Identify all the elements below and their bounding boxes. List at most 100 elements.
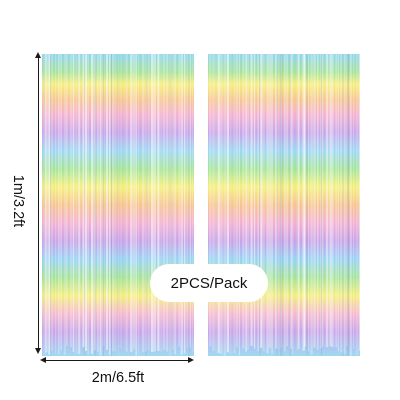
fringe-strand — [181, 54, 184, 355]
fringe-strand — [247, 54, 249, 350]
fringe-strand — [112, 54, 113, 351]
fringe-strand — [233, 54, 235, 353]
fringe-strand — [254, 54, 255, 349]
fringe-strand — [45, 54, 47, 352]
fringe-strand — [350, 54, 352, 356]
fringe-strand — [190, 54, 191, 348]
fringe-strand — [317, 54, 318, 350]
fringe-strand — [97, 54, 98, 352]
fringe-strand — [278, 54, 279, 350]
fringe-strand — [331, 54, 334, 347]
fringe-strand — [340, 54, 342, 352]
fringe-strand — [154, 54, 156, 352]
curtain-left — [42, 54, 194, 356]
curtain-right — [208, 54, 360, 356]
fringe-shadow — [321, 54, 322, 356]
fringe-shadow — [103, 54, 104, 356]
fringe-strand — [106, 54, 108, 350]
fringe-strand — [245, 54, 247, 352]
fringe-strand — [87, 54, 88, 354]
fringe-shadow — [146, 54, 147, 356]
fringe-strand — [310, 54, 312, 354]
fringe-strand — [70, 54, 72, 347]
fringe-shadow — [281, 54, 282, 356]
arrow-left-icon — [40, 357, 46, 363]
fringe-shadow — [259, 54, 260, 356]
width-label: 2m/6.5ft — [92, 370, 144, 386]
fringe-strand — [353, 54, 354, 349]
fringe-strand — [304, 54, 305, 347]
fringe-strand — [263, 54, 265, 351]
fringe-strand — [250, 54, 252, 346]
fringe-strand — [166, 54, 168, 351]
fringe-strand — [172, 54, 174, 350]
fringe-strand — [257, 54, 258, 351]
fringe-shadow — [111, 54, 112, 356]
fringe-strand — [269, 54, 271, 348]
fringe-strand — [100, 54, 102, 355]
fringe-shadow — [280, 54, 281, 356]
height-dimension-line — [38, 56, 39, 352]
fringe-strand — [91, 54, 93, 354]
fringe-strand — [48, 54, 50, 355]
fringe-strand — [326, 54, 328, 347]
fringe-strand — [130, 54, 133, 352]
fringe-strand — [220, 54, 222, 354]
fringe-shadow — [342, 54, 343, 356]
fringe-strand — [55, 54, 56, 353]
fringe-strand — [242, 54, 244, 349]
fringe-strand — [51, 54, 53, 351]
fringe-shadow — [347, 54, 348, 356]
fringe-strand — [58, 54, 59, 354]
width-dimension-line — [44, 360, 192, 361]
fringe-strand — [66, 54, 68, 346]
fringe-strand — [284, 54, 285, 351]
fringe-shadow — [95, 54, 96, 356]
arrow-up-icon — [35, 52, 41, 58]
fringe-strand — [142, 54, 145, 352]
fringe-strand — [209, 54, 211, 347]
fringe-strand — [308, 54, 309, 351]
curtain-left-fringe — [42, 54, 194, 356]
fringe-shadow — [50, 54, 51, 356]
fringe-strand — [184, 54, 185, 353]
fringe-strand — [266, 54, 268, 353]
fringe-strand — [133, 54, 134, 349]
fringe-strand — [286, 54, 288, 346]
fringe-strand — [313, 54, 315, 348]
arrow-right-icon — [188, 357, 194, 363]
fringe-shadow — [277, 54, 278, 356]
fringe-strand — [160, 54, 162, 352]
fringe-strand — [215, 54, 216, 353]
fringe-shadow — [290, 54, 291, 356]
fringe-strand — [218, 54, 220, 353]
fringe-strand — [224, 54, 227, 356]
fringe-strand — [178, 54, 179, 347]
fringe-strand — [212, 54, 214, 351]
fringe-strand — [73, 54, 75, 352]
fringe-strand — [78, 54, 80, 354]
fringe-strand — [135, 54, 136, 356]
fringe-strand — [192, 54, 193, 352]
fringe-strand — [227, 54, 229, 352]
fringe-strand — [163, 54, 165, 350]
fringe-strand — [64, 54, 66, 355]
fringe-strand — [292, 54, 294, 354]
fringe-strand — [148, 54, 149, 350]
fringe-strand — [356, 54, 359, 355]
fringe-strand — [338, 54, 339, 351]
curtain-right-fringe — [208, 54, 360, 356]
fringe-strand — [124, 54, 125, 350]
fringe-strand — [109, 54, 110, 355]
fringe-strand — [157, 54, 159, 351]
arrow-down-icon — [35, 348, 41, 354]
fringe-strand — [120, 54, 121, 349]
fringe-strand — [187, 54, 189, 348]
fringe-shadow — [170, 54, 171, 356]
fringe-shadow — [84, 54, 85, 356]
fringe-strand — [344, 54, 346, 354]
fringe-strand — [76, 54, 78, 354]
fringe-strand — [138, 54, 139, 355]
fringe-shadow — [189, 54, 190, 356]
